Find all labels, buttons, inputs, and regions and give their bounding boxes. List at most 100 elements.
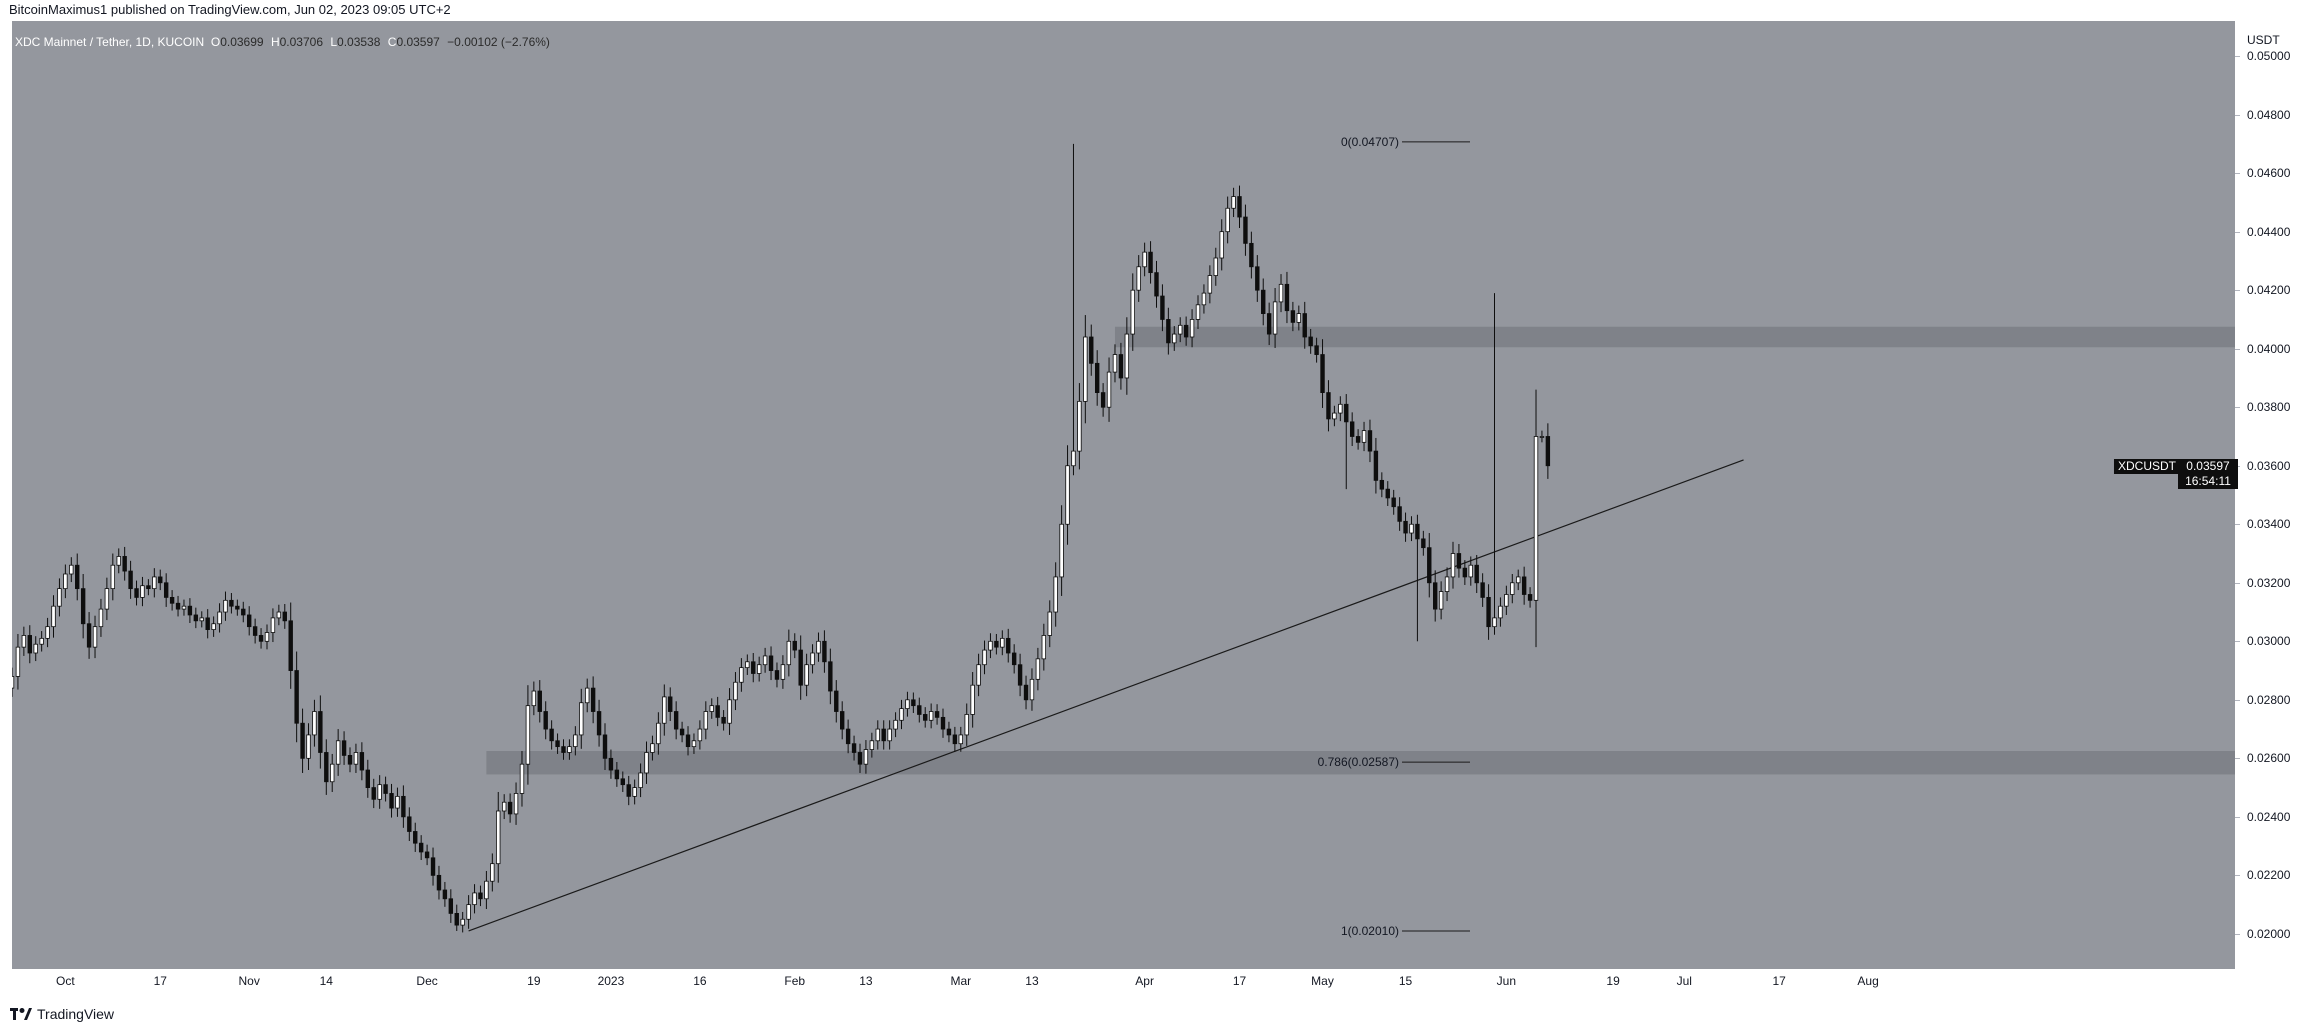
- candle-bearish: [911, 699, 916, 707]
- candle-bullish: [1142, 251, 1147, 268]
- candle-bullish: [51, 605, 56, 628]
- candle-bearish: [300, 722, 305, 759]
- time-tick-label: Mar: [950, 974, 972, 988]
- candle-bullish: [466, 904, 471, 920]
- time-tick-label: Aug: [1857, 974, 1879, 988]
- candle-bullish: [1041, 635, 1047, 660]
- time-tick-label: Oct: [56, 974, 75, 988]
- candle-bullish: [152, 576, 157, 590]
- open-label: O: [210, 35, 221, 49]
- candle-bearish: [454, 913, 459, 926]
- candle-bullish: [1468, 564, 1473, 578]
- candle-bearish: [679, 728, 685, 736]
- candle-bearish: [934, 711, 940, 718]
- fib-level-label: 0(0.04707): [1340, 134, 1399, 149]
- candle-bearish: [923, 714, 928, 721]
- candle-bullish: [573, 734, 578, 748]
- fib-level-label: 1(0.02010): [1340, 923, 1399, 938]
- chart-plot-area[interactable]: XDC Mainnet / Tether, 1D, KUCOIN O0.0369…: [12, 21, 2235, 969]
- time-tick-label: 19: [527, 974, 541, 988]
- change-value: −0.00102 (−2.76%): [447, 35, 550, 49]
- candle-bearish: [845, 728, 851, 745]
- candle-bullish: [223, 599, 228, 613]
- candle-bearish: [318, 711, 323, 753]
- candle-bearish: [1486, 597, 1491, 628]
- candle-bearish: [537, 690, 542, 712]
- candle-bearish: [1521, 576, 1527, 595]
- candle-bullish: [21, 635, 27, 648]
- candle-bullish: [709, 705, 714, 712]
- time-axis[interactable]: Oct 17 Nov 14 Dec 19 2023 16 Feb 13 Mar 13 Apr 17 May 1…: [12, 969, 2235, 999]
- price-tick-label: 0.03000: [2247, 634, 2291, 649]
- candle-bullish: [899, 708, 904, 721]
- candle-bullish: [780, 664, 786, 680]
- candle-bearish: [241, 608, 246, 616]
- candle-bullish: [893, 719, 898, 730]
- price-axis[interactable]: USDT 0.02000 0.02200 0.02400 0.02600 0.02800…: [2235, 21, 2314, 969]
- candle-bullish: [1130, 289, 1135, 335]
- candle-bearish: [1373, 450, 1379, 481]
- candle-bearish: [383, 784, 388, 794]
- price-tick-label: 0.03400: [2247, 517, 2291, 532]
- candle-bearish: [134, 588, 139, 598]
- tradingview-logo-text: TradingView: [37, 1006, 115, 1022]
- candle-bearish: [193, 614, 199, 622]
- candle-bearish: [1427, 547, 1432, 584]
- price-tick-mark: [2235, 173, 2240, 175]
- candle-bearish: [347, 755, 353, 765]
- tradingview-logo-icon: [10, 1008, 32, 1020]
- candle-bearish: [1100, 392, 1106, 408]
- candle-bullish: [1361, 430, 1367, 443]
- candle-bullish: [762, 655, 768, 666]
- candle-bullish: [270, 617, 276, 633]
- symbol-price-tag: XDCUSDT: [2113, 458, 2180, 474]
- candle-bullish: [703, 711, 709, 730]
- candle-bullish: [45, 626, 50, 639]
- candle-bullish: [1296, 313, 1302, 323]
- price-tick-mark: [2235, 875, 2240, 877]
- candle-bearish: [371, 787, 376, 800]
- candle-bullish: [140, 585, 145, 598]
- candle-bullish: [887, 728, 892, 742]
- open-value: 0.03699: [220, 35, 264, 49]
- price-tick-mark: [2235, 231, 2240, 233]
- candle-bearish: [940, 716, 946, 730]
- candle-bullish: [1059, 523, 1064, 578]
- price-tick-mark: [2235, 758, 2240, 760]
- candle-bearish: [430, 857, 436, 876]
- candle-bullish: [330, 763, 335, 783]
- candle-bearish: [407, 816, 412, 832]
- candle-bullish: [745, 661, 750, 669]
- candlestick-chart[interactable]: [12, 21, 2235, 969]
- candle-bearish: [1249, 242, 1254, 268]
- fib-level-label: 0.786(0.02587): [1317, 755, 1399, 770]
- candle-bullish: [69, 564, 74, 575]
- candle-bearish: [840, 711, 845, 730]
- candle-bullish: [395, 795, 400, 809]
- candle-bearish: [1302, 313, 1307, 338]
- candle-bearish: [1290, 310, 1296, 323]
- candle-bearish: [205, 617, 210, 630]
- candle-bearish: [1261, 289, 1266, 314]
- tradingview-logo[interactable]: TradingView: [10, 1006, 114, 1022]
- time-tick-label: 2023: [597, 974, 625, 988]
- candle-bullish: [1083, 336, 1088, 402]
- candle-bullish: [57, 588, 62, 607]
- candle-bearish: [169, 597, 175, 604]
- candle-bearish: [1118, 354, 1124, 379]
- candle-bullish: [1225, 207, 1230, 233]
- candle-bearish: [1308, 336, 1313, 347]
- candle-bearish: [1094, 362, 1100, 393]
- candle-bearish: [1379, 479, 1385, 490]
- price-tick-label: 0.04200: [2247, 283, 2291, 298]
- candle-bullish: [786, 640, 792, 666]
- candle-bearish: [881, 728, 886, 742]
- price-tick-label: 0.03800: [2247, 400, 2291, 415]
- candle-bullish: [484, 880, 489, 900]
- candle-bearish: [917, 705, 922, 715]
- candle-bearish: [235, 605, 240, 610]
- candle-bearish: [608, 757, 614, 771]
- zone-support: [486, 751, 2235, 775]
- candle-bullish: [496, 810, 501, 865]
- price-tick-mark: [2235, 816, 2240, 818]
